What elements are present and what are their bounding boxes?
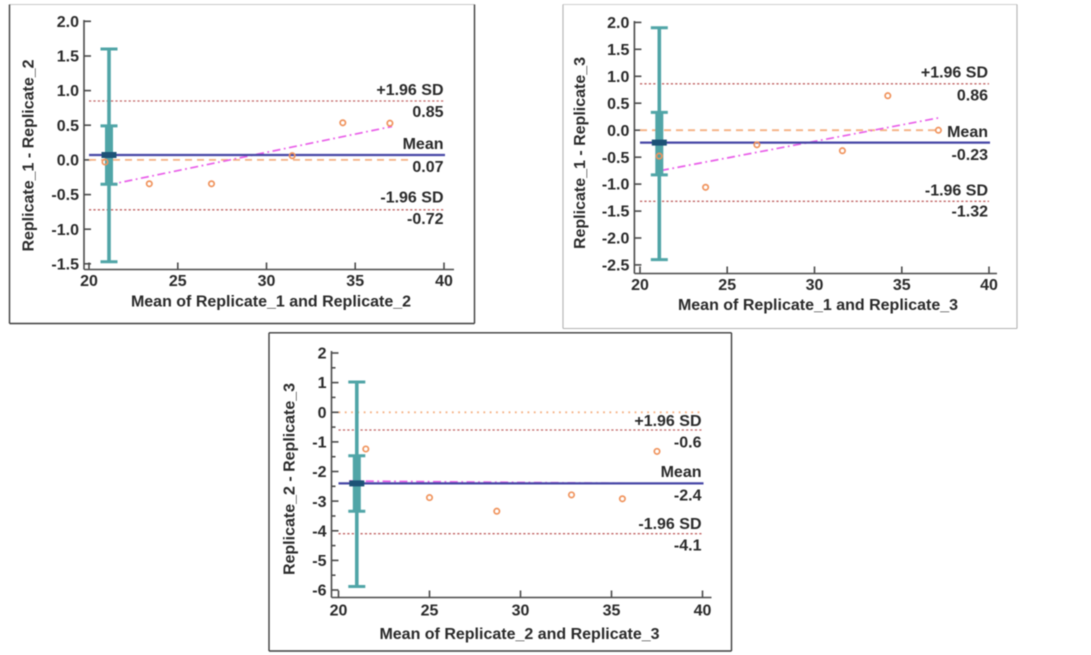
- svg-text:20: 20: [631, 277, 649, 294]
- svg-text:20: 20: [330, 603, 348, 620]
- svg-text:2.0: 2.0: [607, 15, 629, 32]
- svg-text:-5: -5: [312, 553, 326, 570]
- svg-text:0.85: 0.85: [412, 104, 443, 121]
- svg-text:Mean: Mean: [947, 124, 988, 141]
- svg-text:-2.4: -2.4: [674, 487, 702, 504]
- svg-text:+1.96 SD: +1.96 SD: [376, 82, 443, 99]
- svg-text:-1.32: -1.32: [952, 204, 989, 221]
- svg-text:-2: -2: [312, 464, 326, 481]
- svg-text:40: 40: [694, 603, 712, 620]
- svg-text:25: 25: [169, 273, 187, 290]
- svg-text:35: 35: [893, 277, 911, 294]
- svg-text:30: 30: [512, 603, 530, 620]
- svg-text:1.0: 1.0: [57, 83, 79, 100]
- svg-text:-1: -1: [312, 435, 326, 452]
- svg-text:Replicate_1 - Replicate_2: Replicate_1 - Replicate_2: [20, 59, 37, 251]
- svg-text:1: 1: [318, 375, 327, 392]
- svg-text:Replicate_1 - Replicate_3: Replicate_1 - Replicate_3: [572, 57, 589, 249]
- svg-text:0: 0: [318, 405, 327, 422]
- svg-text:-6: -6: [312, 583, 326, 600]
- svg-text:0.86: 0.86: [957, 88, 988, 105]
- svg-text:25: 25: [718, 277, 736, 294]
- svg-text:35: 35: [346, 273, 364, 290]
- svg-text:25: 25: [421, 603, 439, 620]
- svg-text:35: 35: [603, 603, 621, 620]
- svg-text:-1.96 SD: -1.96 SD: [638, 516, 701, 533]
- svg-text:0.5: 0.5: [607, 96, 629, 113]
- svg-text:-0.72: -0.72: [407, 211, 444, 228]
- svg-text:-1.0: -1.0: [602, 177, 630, 194]
- svg-text:Replicate_2 - Replicate_3: Replicate_2 - Replicate_3: [282, 383, 299, 575]
- svg-text:Mean of Replicate_1 and Replic: Mean of Replicate_1 and Replicate_2: [131, 294, 411, 311]
- svg-text:Mean of Replicate_2 and Replic: Mean of Replicate_2 and Replicate_3: [379, 626, 659, 643]
- svg-text:-4: -4: [312, 523, 326, 540]
- svg-text:+1.96 SD: +1.96 SD: [921, 65, 988, 82]
- svg-text:-1.5: -1.5: [602, 204, 630, 221]
- svg-text:-4.1: -4.1: [674, 537, 702, 554]
- svg-text:-0.5: -0.5: [602, 150, 630, 167]
- svg-text:0.0: 0.0: [607, 123, 629, 140]
- svg-text:0.0: 0.0: [57, 153, 79, 170]
- svg-text:1.0: 1.0: [607, 69, 629, 86]
- svg-text:-1.96 SD: -1.96 SD: [380, 190, 443, 207]
- svg-text:1.5: 1.5: [607, 42, 629, 59]
- svg-text:-0.6: -0.6: [674, 434, 702, 451]
- svg-text:-2.5: -2.5: [602, 258, 630, 275]
- svg-text:+1.96 SD: +1.96 SD: [634, 413, 701, 430]
- svg-text:30: 30: [258, 273, 276, 290]
- svg-text:-1.5: -1.5: [51, 256, 79, 273]
- svg-text:30: 30: [806, 277, 824, 294]
- svg-text:-1.96 SD: -1.96 SD: [925, 182, 988, 199]
- svg-text:2: 2: [318, 346, 327, 363]
- svg-text:2.0: 2.0: [57, 14, 79, 31]
- svg-text:Mean: Mean: [661, 464, 702, 481]
- svg-text:Mean: Mean: [403, 136, 444, 153]
- svg-text:-2.0: -2.0: [602, 231, 630, 248]
- svg-text:Mean of Replicate_1 and Replic: Mean of Replicate_1 and Replicate_3: [678, 297, 958, 314]
- svg-text:-1.0: -1.0: [51, 222, 79, 239]
- svg-text:0.07: 0.07: [412, 159, 443, 176]
- svg-text:40: 40: [435, 273, 453, 290]
- svg-text:1.5: 1.5: [57, 49, 79, 66]
- svg-text:-0.23: -0.23: [952, 147, 989, 164]
- svg-text:0.5: 0.5: [57, 118, 79, 135]
- svg-text:-0.5: -0.5: [51, 187, 79, 204]
- svg-text:-3: -3: [312, 494, 326, 511]
- svg-text:40: 40: [980, 277, 998, 294]
- svg-text:20: 20: [80, 273, 98, 290]
